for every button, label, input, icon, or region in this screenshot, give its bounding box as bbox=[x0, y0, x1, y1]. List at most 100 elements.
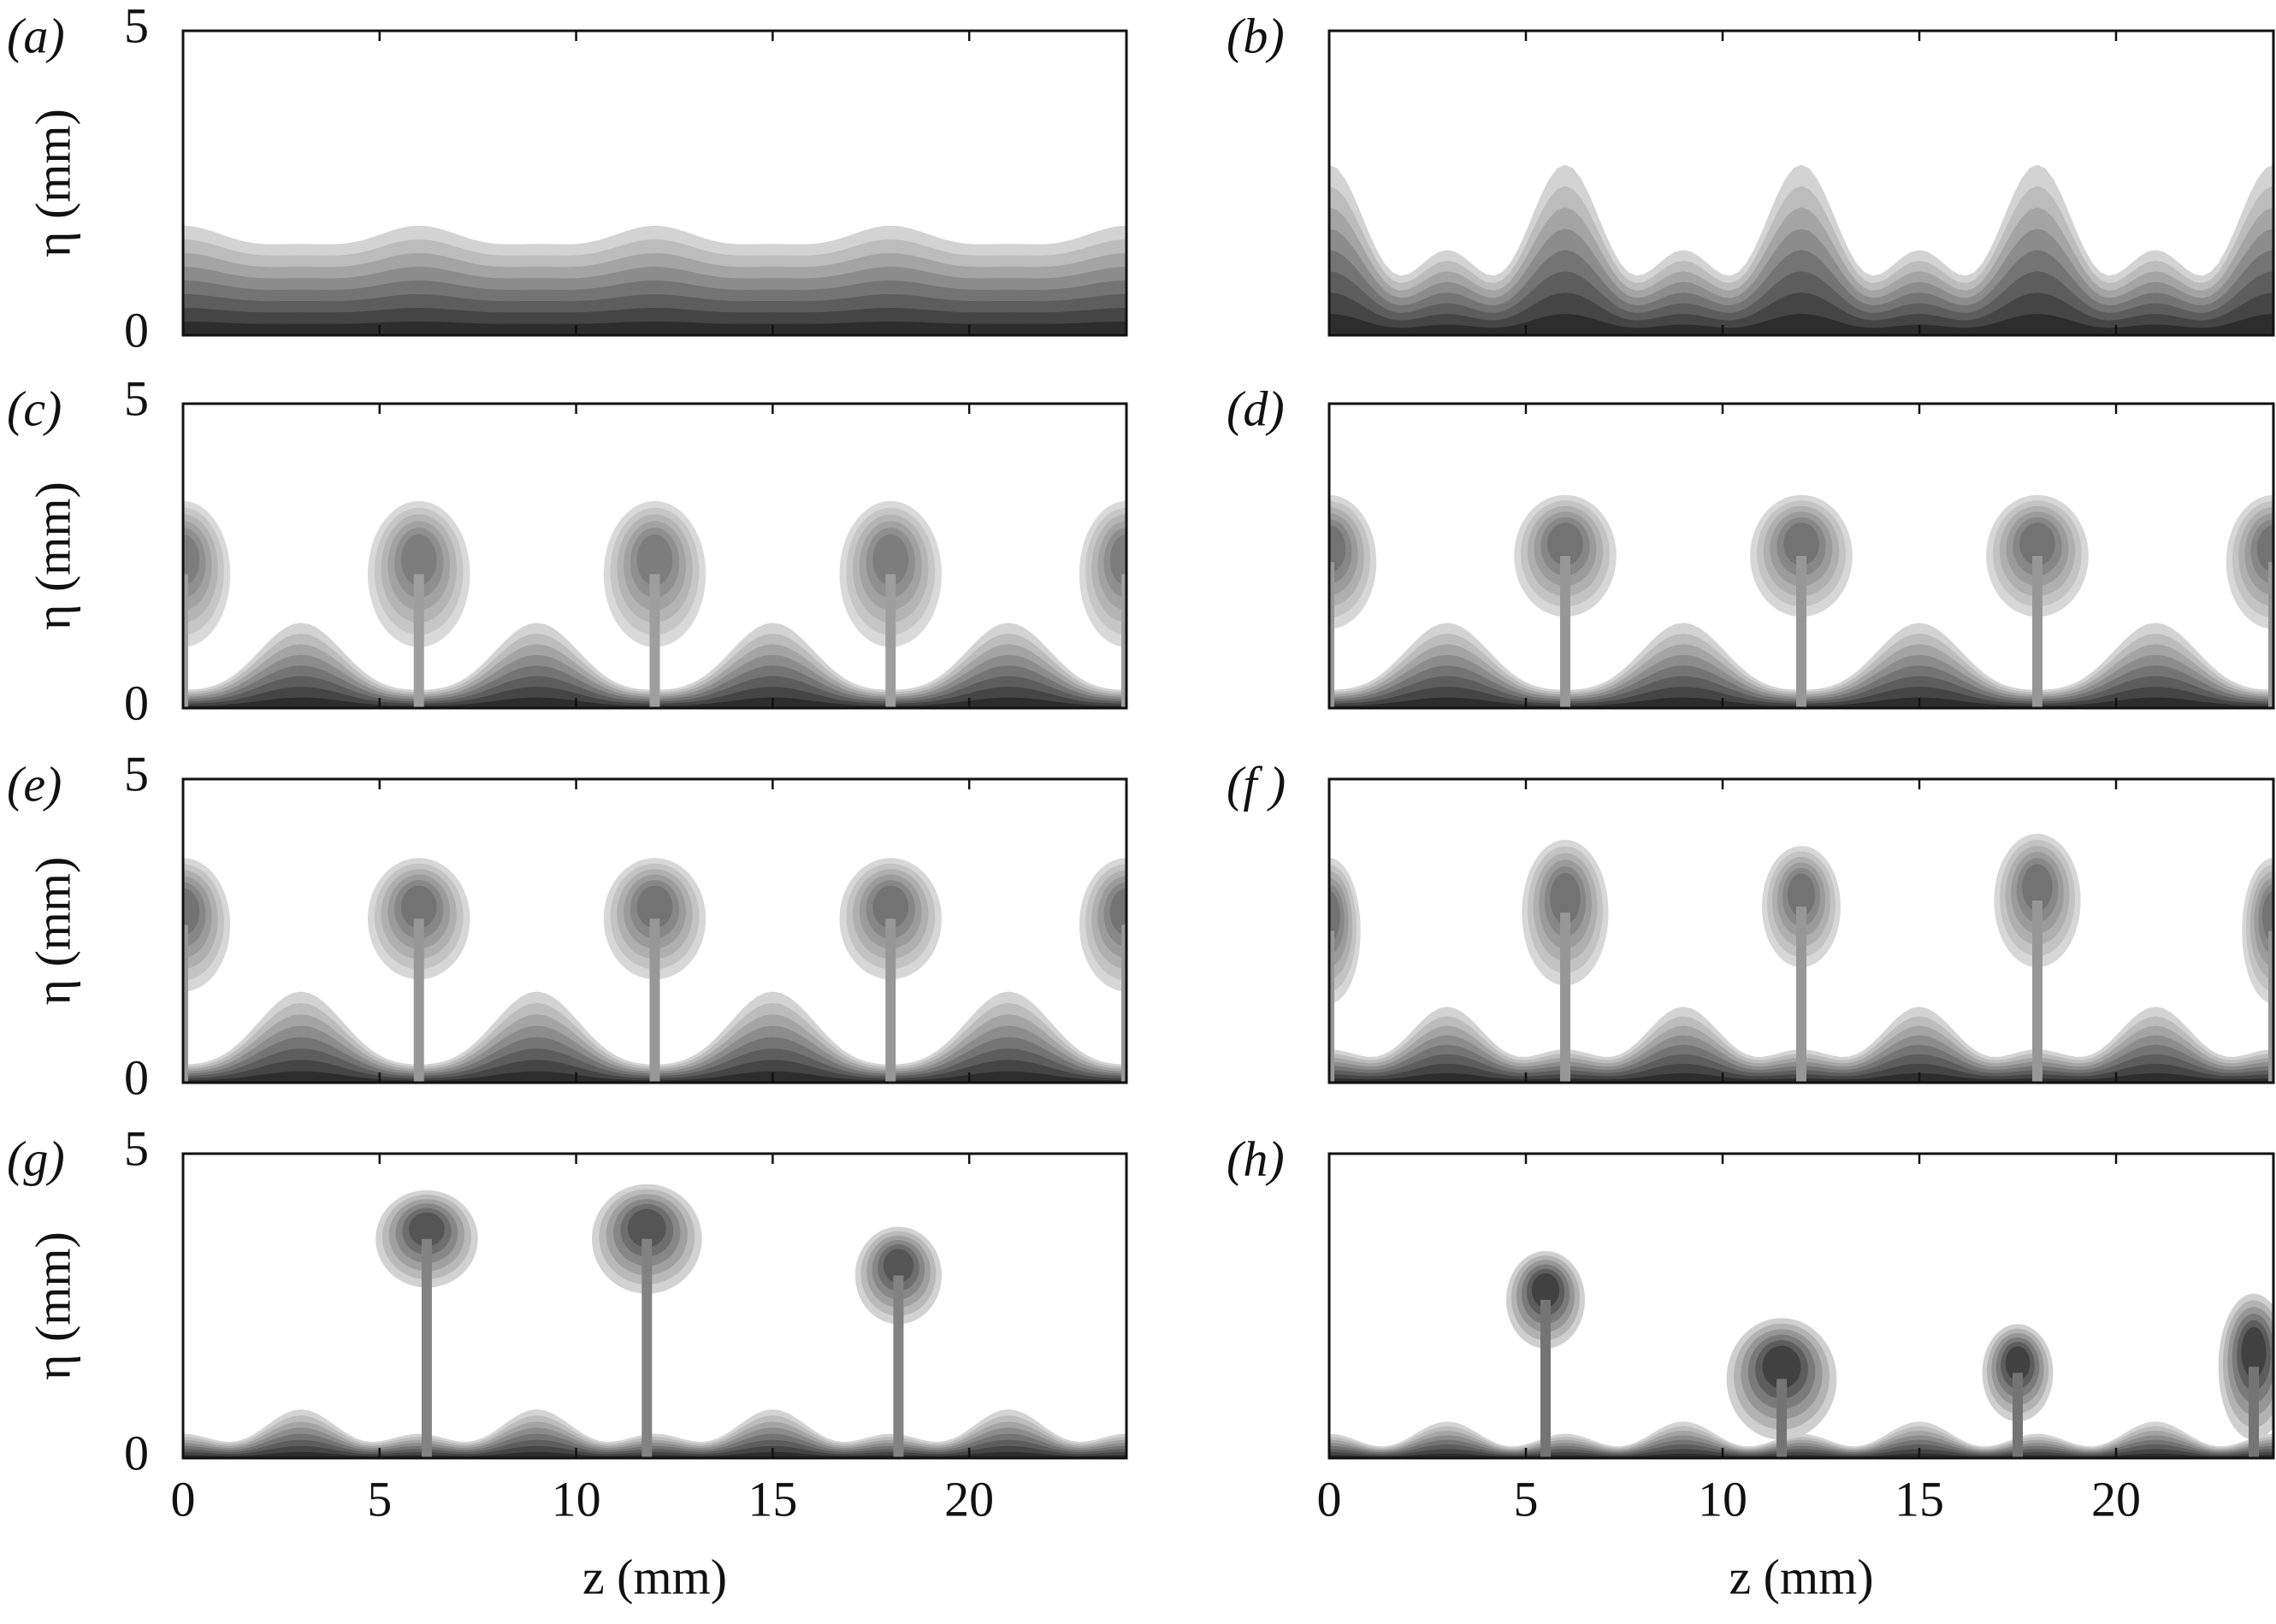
contour-stem bbox=[893, 1275, 904, 1458]
contour-stem bbox=[2013, 1373, 2023, 1458]
contour-stem bbox=[1329, 930, 1334, 1083]
contour-head bbox=[1329, 891, 1340, 942]
axes-frame bbox=[181, 777, 1128, 1084]
contour-stem bbox=[2268, 562, 2273, 708]
contour-head bbox=[2005, 1346, 2031, 1381]
panel-label: (e) bbox=[7, 756, 62, 812]
contour-field bbox=[183, 500, 1126, 708]
x-tick-label: 20 bbox=[2091, 1471, 2141, 1527]
contour-head bbox=[183, 534, 200, 586]
x-tick-label: 20 bbox=[944, 1471, 994, 1527]
contour-head bbox=[872, 534, 909, 586]
contour-head bbox=[883, 1249, 914, 1284]
x-tick-label: 15 bbox=[1895, 1471, 1944, 1527]
x-tick-label: 5 bbox=[1514, 1471, 1539, 1527]
contour-head bbox=[1762, 1345, 1801, 1389]
panel-label: (a) bbox=[7, 8, 65, 63]
contour-band bbox=[183, 321, 1126, 335]
y-tick-label: 5 bbox=[124, 746, 149, 801]
contour-field bbox=[1329, 164, 2273, 335]
contour-field bbox=[183, 225, 1126, 335]
panel-label: (h) bbox=[1227, 1131, 1285, 1186]
contour-field bbox=[1329, 494, 2273, 708]
panel-label: (g) bbox=[7, 1131, 65, 1186]
y-tick-label: 0 bbox=[124, 302, 149, 357]
panel: 0 5 (a) η (mm) bbox=[7, 0, 1128, 357]
contour-head bbox=[2256, 525, 2273, 573]
contour-stem bbox=[421, 1238, 432, 1458]
panel-label: (b) bbox=[1227, 8, 1285, 63]
contour-stem bbox=[183, 924, 188, 1083]
contour-head bbox=[1550, 872, 1581, 924]
panel-label: (c) bbox=[7, 381, 62, 436]
x-tick-label: 10 bbox=[1698, 1471, 1747, 1527]
panel: 0 5 0 5 10 15 20 (g) η (mm) z (mm) bbox=[7, 1120, 1128, 1604]
contour-head bbox=[872, 885, 909, 929]
contour-field bbox=[1329, 1250, 2273, 1458]
contour-stem bbox=[1329, 562, 1334, 708]
panel: 0 5 (c) η (mm) bbox=[7, 370, 1128, 730]
y-tick-label: 0 bbox=[124, 675, 149, 730]
y-tick-label: 5 bbox=[124, 0, 149, 53]
contour-band bbox=[183, 1451, 1126, 1458]
contour-band bbox=[1329, 314, 2273, 335]
y-tick-label: 5 bbox=[124, 1120, 149, 1176]
contour-stem bbox=[2032, 901, 2042, 1083]
contour-head bbox=[1787, 873, 1816, 917]
axes-frame bbox=[181, 1152, 1128, 1460]
contour-stem bbox=[885, 918, 896, 1083]
contour-head bbox=[627, 1208, 666, 1248]
contour-stem bbox=[649, 918, 660, 1083]
x-axis-label: z (mm) bbox=[1729, 1549, 1873, 1604]
contour-head bbox=[400, 885, 437, 929]
panel-label: (d) bbox=[1227, 381, 1285, 436]
y-axis-label: η (mm) bbox=[25, 481, 80, 630]
axes-frame bbox=[181, 402, 1128, 710]
contour-field bbox=[183, 1184, 1126, 1458]
x-tick-label: 10 bbox=[552, 1471, 601, 1527]
contour-stem bbox=[1121, 924, 1126, 1083]
contour-head bbox=[1547, 523, 1583, 566]
axes-frame bbox=[1327, 29, 2275, 337]
panel: 0 5 (e) η (mm) bbox=[7, 746, 1128, 1105]
contour-stem bbox=[1796, 556, 1806, 708]
contour-head bbox=[2241, 1326, 2267, 1379]
contour-head bbox=[400, 534, 437, 586]
contour-field bbox=[1329, 833, 2273, 1083]
axes-frame bbox=[181, 29, 1128, 337]
axes-frame bbox=[1327, 402, 2275, 710]
contour-stem bbox=[1560, 556, 1570, 708]
contour-stem bbox=[649, 574, 660, 708]
contour-head bbox=[1109, 888, 1126, 936]
contour-stem bbox=[641, 1238, 653, 1458]
x-tick-label: 5 bbox=[367, 1471, 392, 1527]
contour-field bbox=[183, 858, 1126, 1083]
contour-stem bbox=[2249, 1367, 2259, 1458]
contour-head bbox=[1109, 534, 1126, 586]
contour-head bbox=[1783, 523, 1819, 566]
panel: (b) bbox=[1227, 8, 2275, 337]
contour-stem bbox=[2268, 930, 2273, 1083]
contour-stem bbox=[413, 574, 424, 708]
contour-stem bbox=[413, 918, 424, 1083]
contour-stem bbox=[1540, 1299, 1551, 1458]
contour-stem bbox=[2032, 556, 2042, 708]
contour-stem bbox=[885, 574, 896, 708]
contour-head bbox=[2022, 864, 2053, 912]
contour-stem bbox=[1121, 574, 1126, 708]
contour-stem bbox=[183, 574, 188, 708]
y-tick-label: 0 bbox=[124, 1425, 149, 1480]
x-tick-label: 0 bbox=[171, 1471, 196, 1527]
contour-stem bbox=[1796, 906, 1806, 1083]
contour-head bbox=[1531, 1273, 1560, 1308]
contour-head bbox=[2019, 523, 2055, 566]
x-axis-label: z (mm) bbox=[582, 1549, 727, 1604]
contour-stem bbox=[1560, 912, 1570, 1083]
y-tick-label: 5 bbox=[124, 370, 149, 426]
contour-head bbox=[183, 888, 200, 936]
contour-head bbox=[636, 885, 673, 929]
y-axis-label: η (mm) bbox=[25, 109, 80, 257]
x-tick-label: 0 bbox=[1317, 1471, 1342, 1527]
y-tick-label: 0 bbox=[124, 1049, 149, 1105]
